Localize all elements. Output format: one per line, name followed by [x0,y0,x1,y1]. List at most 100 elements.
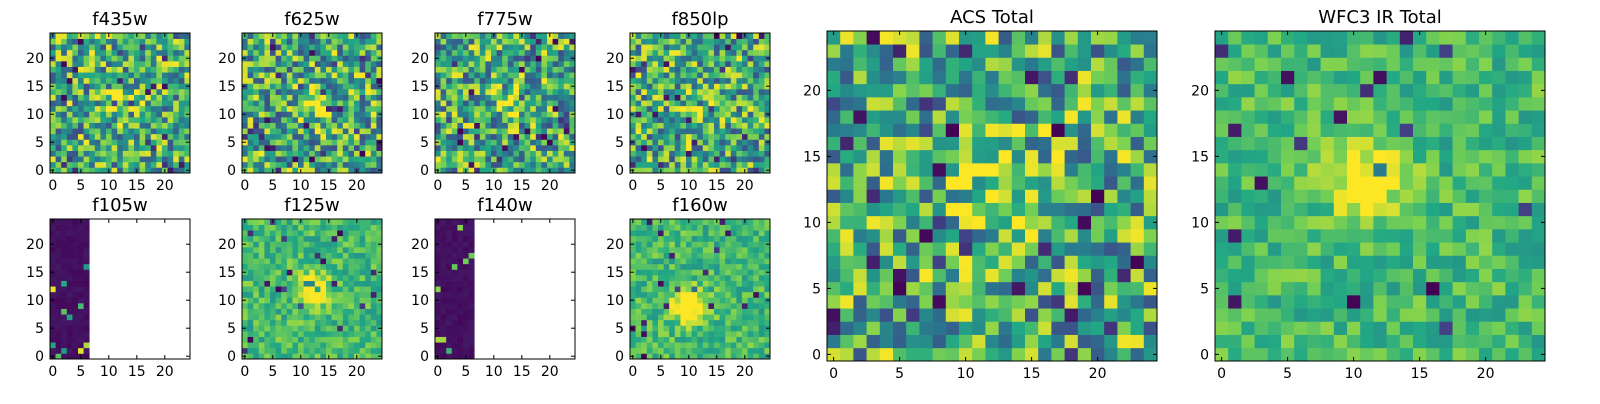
heatmap-cell [647,78,653,84]
heatmap-cell [1025,176,1039,190]
heatmap-cell [95,95,101,101]
heatmap-cell [720,89,726,95]
heatmap-cell [753,67,759,73]
heatmap-cell [441,111,447,117]
heatmap-cell [320,167,326,173]
heatmap-cell [692,292,698,298]
heatmap-cell [89,67,95,73]
heatmap-cell [320,61,326,67]
heatmap-cell [636,50,642,56]
heatmap-cell [276,95,282,101]
heatmap-cell [140,156,146,162]
heatmap-cell [276,78,282,84]
heatmap-cell [337,219,343,225]
heatmap-cell [469,44,475,50]
heatmap-cell [893,44,907,58]
heatmap-cell [680,156,686,162]
heatmap-cell [692,314,698,320]
heatmap-cell [692,230,698,236]
heatmap-cell [463,39,469,45]
heatmap-cell [89,151,95,157]
heatmap-cell [547,123,553,129]
heatmap-cell [647,314,653,320]
heatmap-cell [343,286,349,292]
heatmap-cell [270,281,276,287]
heatmap-cell [720,67,726,73]
heatmap-cell [675,95,681,101]
heatmap-cell [84,342,90,348]
heatmap-cell [117,128,123,134]
heatmap-cell [298,320,304,326]
heatmap-cell [371,281,377,287]
heatmap-cell [156,156,162,162]
heatmap-cell [315,39,321,45]
heatmap-cell [326,61,332,67]
heatmap-cell [1091,150,1105,164]
heatmap-cell [248,123,254,129]
heatmap-cell [972,282,986,296]
heatmap-cell [287,156,293,162]
heatmap-cell [692,156,698,162]
heatmap-cell [151,111,157,117]
heatmap-cell [446,123,452,129]
heatmap-cell [1117,176,1131,190]
heatmap-cell [697,100,703,106]
heatmap-cell [89,55,95,61]
heatmap-cell [326,236,332,242]
heatmap-cell [1131,163,1145,177]
heatmap-cell [697,78,703,84]
heatmap-cell [664,225,670,231]
heatmap-cell [853,123,867,137]
heatmap-cell [326,297,332,303]
heatmap-cell [558,139,564,145]
heatmap-cell [759,325,765,331]
heatmap-cell [697,39,703,45]
heatmap-cell [664,275,670,281]
heatmap-cell [753,100,759,106]
heatmap-cell [519,156,525,162]
heatmap-cell [145,55,151,61]
heatmap-cell [714,67,720,73]
heatmap-cell [259,348,265,354]
heatmap-cell [320,337,326,343]
heatmap-cell [117,162,123,168]
heatmap-cell [564,61,570,67]
heatmap-cell [309,123,315,129]
heatmap-cell [1051,110,1065,124]
heatmap-cell [753,230,759,236]
heatmap-cell [242,348,248,354]
heatmap-cell [714,44,720,50]
heatmap-cell [680,331,686,337]
heatmap-cell [173,83,179,89]
heatmap-cell [309,219,315,225]
heatmap-cell [753,106,759,112]
heatmap-cell [360,106,366,112]
heatmap-cell [151,78,157,84]
heatmap-cell [89,128,95,134]
heatmap-cell [1117,150,1131,164]
heatmap-cell [664,162,670,168]
heatmap-cell [287,236,293,242]
heatmap-cell [999,176,1013,190]
heatmap-cell [117,61,123,67]
heatmap-cell [985,71,999,85]
heatmap-cell [1065,255,1079,269]
heatmap-cell [281,320,287,326]
heatmap-cell [446,353,452,359]
heatmap-cell [435,309,441,315]
heatmap-cell [692,55,698,61]
heatmap-cell [1038,255,1052,269]
heatmap-cell [376,162,382,168]
heatmap-cell [337,156,343,162]
heatmap-cell [134,50,140,56]
heatmap-cell [304,156,310,162]
heatmap-cell [72,342,78,348]
y-tick-label: 10 [26,293,44,309]
heatmap-cell [184,39,190,45]
heatmap-cell [354,331,360,337]
heatmap-cell [156,78,162,84]
heatmap-cell [1065,335,1079,349]
heatmap-cell [140,128,146,134]
heatmap-cell [636,151,642,157]
heatmap-cell [457,83,463,89]
